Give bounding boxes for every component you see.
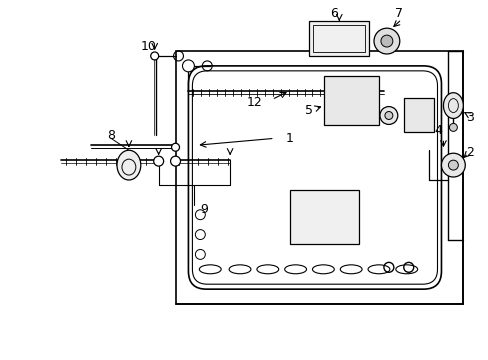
- Text: 7: 7: [394, 7, 402, 20]
- Circle shape: [171, 143, 179, 151]
- Circle shape: [441, 153, 464, 177]
- Text: 4: 4: [434, 124, 442, 137]
- Bar: [403, 98, 433, 132]
- Ellipse shape: [443, 93, 462, 118]
- Text: 9: 9: [200, 203, 208, 216]
- Circle shape: [182, 60, 194, 72]
- Bar: [175, 51, 462, 304]
- Circle shape: [380, 35, 392, 47]
- Text: 8: 8: [107, 129, 115, 142]
- Circle shape: [373, 28, 399, 54]
- Text: 3: 3: [466, 111, 473, 124]
- Text: 12: 12: [246, 96, 262, 109]
- Text: 10: 10: [141, 40, 156, 53]
- Circle shape: [150, 52, 158, 60]
- Bar: [289, 190, 358, 244]
- Circle shape: [153, 156, 163, 166]
- Circle shape: [447, 160, 457, 170]
- Ellipse shape: [117, 150, 141, 180]
- Bar: [324, 76, 378, 125]
- Text: 2: 2: [466, 146, 473, 159]
- Circle shape: [379, 107, 397, 125]
- Circle shape: [384, 112, 392, 120]
- Circle shape: [448, 123, 456, 131]
- Text: 5: 5: [305, 104, 313, 117]
- Text: 11: 11: [361, 116, 376, 129]
- Text: 6: 6: [330, 7, 338, 20]
- Circle shape: [170, 156, 180, 166]
- Text: 1: 1: [285, 132, 293, 145]
- Bar: [313, 25, 365, 52]
- Bar: [309, 21, 368, 56]
